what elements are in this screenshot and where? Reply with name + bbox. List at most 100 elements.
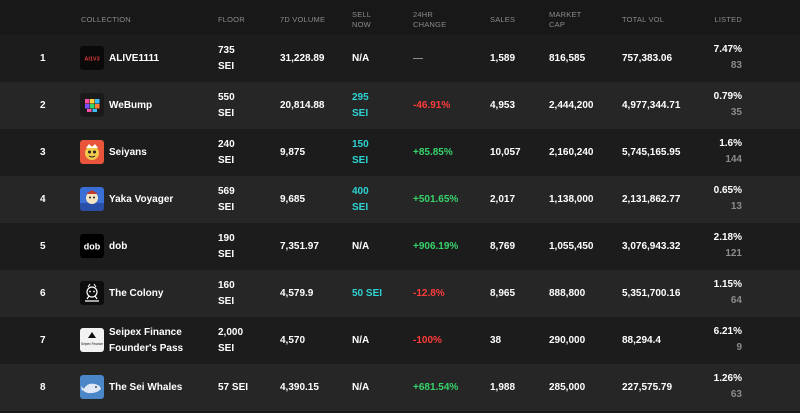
volume-7d: 9,875 xyxy=(280,147,306,158)
header-sales[interactable]: SALES xyxy=(490,15,516,24)
table-row[interactable]: 5 dob dob 190 SEI 7,351.97 N/A +906.19% 8… xyxy=(0,223,800,270)
listed-percent: 0.65% xyxy=(713,185,742,196)
header-mcap-line1: MARKET xyxy=(549,10,582,19)
collection-name[interactable]: ALIVE1111 xyxy=(109,53,160,64)
sell-now: N/A xyxy=(352,382,370,393)
listed-percent: 1.15% xyxy=(713,279,742,290)
header-total-vol[interactable]: TOTAL VOL xyxy=(622,15,665,24)
listed: 0.65% 13 xyxy=(714,183,742,215)
sell-now-value: 400 xyxy=(352,186,369,197)
collection-logo xyxy=(80,93,104,117)
collection-name[interactable]: WeBump xyxy=(109,100,153,111)
floor-unit: SEI xyxy=(218,61,235,72)
rank: 8 xyxy=(40,382,46,393)
rank: 4 xyxy=(40,194,46,205)
table-row[interactable]: 3 Seiyans 240 SEI 9,875 150 SEI +85.85% 10… xyxy=(0,129,800,176)
floor-unit: SEI xyxy=(218,155,235,166)
listed-count: 64 xyxy=(730,295,742,306)
table-header: COLLECTION FLOOR 7D VOLUME SELL NOW 24HR… xyxy=(0,0,800,35)
header-change-line2: CHANGE xyxy=(413,20,447,29)
listed-count: 13 xyxy=(730,201,742,212)
change-24h: +85.85% xyxy=(413,147,453,158)
total-volume: 227,575.79 xyxy=(622,382,673,393)
market-cap: 2,160,240 xyxy=(549,147,594,158)
total-volume: 757,383.06 xyxy=(622,53,673,64)
collection-name[interactable]: Yaka Voyager xyxy=(109,194,174,205)
market-cap: 816,585 xyxy=(549,53,586,64)
floor-unit: SEI xyxy=(218,343,235,354)
change-24h: -12.8% xyxy=(413,288,445,299)
rank: 6 xyxy=(40,288,46,299)
floor-value: 57 SEI xyxy=(218,382,249,393)
table-row[interactable]: 2 WeBump 550 SEI 20,814.88 295 SEI -46.91%… xyxy=(0,82,800,129)
sell-now: N/A xyxy=(352,241,370,252)
collection-logo xyxy=(80,140,104,164)
sales: 4,953 xyxy=(490,100,516,111)
sell-now[interactable]: 50 SEI xyxy=(352,288,383,299)
volume-7d: 4,390.15 xyxy=(280,382,319,393)
header-24hr-change[interactable]: 24HR CHANGE xyxy=(413,10,446,30)
rank: 1 xyxy=(40,53,46,64)
collection-name[interactable]: dob xyxy=(109,241,128,252)
sales: 38 xyxy=(490,335,502,346)
floor-price: 190 SEI xyxy=(218,231,235,263)
logo-text: Seipex Finance xyxy=(81,342,103,346)
table-row[interactable]: 4 Yaka Voyager 569 SEI 9,685 400 SEI +501.… xyxy=(0,176,800,223)
header-floor[interactable]: FLOOR xyxy=(218,15,245,24)
collection-logo xyxy=(80,375,104,399)
market-cap: 1,055,450 xyxy=(549,241,594,252)
table-row[interactable]: 7 Seipex Finance Seipex Finance Founder's… xyxy=(0,317,800,364)
floor-unit: SEI xyxy=(218,108,235,119)
floor-value: 569 xyxy=(218,186,235,197)
volume-7d: 7,351.97 xyxy=(280,241,319,252)
collection-name[interactable]: Seipex Finance Founder's Pass xyxy=(109,325,183,357)
table-row[interactable]: 6 The Colony 160 SEI 4,579.9 50 SEI -12.8… xyxy=(0,270,800,317)
collection-logo: dob xyxy=(80,234,104,258)
market-cap: 285,000 xyxy=(549,382,586,393)
collection-name-line1: Seipex Finance xyxy=(109,327,182,338)
total-volume: 2,131,862.77 xyxy=(622,194,681,205)
listed-count: 121 xyxy=(725,248,742,259)
market-cap: 888,800 xyxy=(549,288,586,299)
listed: 1.26% 63 xyxy=(714,371,742,403)
sell-now-unit: SEI xyxy=(352,202,369,213)
collection-name-line2: Founder's Pass xyxy=(109,343,184,354)
sell-now[interactable]: 400 SEI xyxy=(352,184,369,216)
header-listed[interactable]: LISTED xyxy=(714,15,742,24)
total-volume: 88,294.4 xyxy=(622,335,661,346)
collection-name[interactable]: The Colony xyxy=(109,288,164,299)
listed-count: 9 xyxy=(736,342,742,353)
collection-logo: Seipex Finance xyxy=(80,328,104,352)
header-market-cap[interactable]: MARKET CAP xyxy=(549,10,581,30)
sales: 10,057 xyxy=(490,147,521,158)
header-sell-now[interactable]: SELL NOW xyxy=(352,10,371,30)
sell-now-unit: SEI xyxy=(352,108,369,119)
rank: 3 xyxy=(40,147,46,158)
total-volume: 4,977,344.71 xyxy=(622,100,681,111)
floor-price: 240 SEI xyxy=(218,137,235,169)
volume-7d: 9,685 xyxy=(280,194,306,205)
collection-name[interactable]: Seiyans xyxy=(109,147,147,158)
listed: 2.18% 121 xyxy=(714,230,742,262)
table-row[interactable]: 8 The Sei Whales 57 SEI 4,390.15 N/A +68… xyxy=(0,364,800,411)
sell-now-value: 295 xyxy=(352,92,369,103)
rank: 2 xyxy=(40,100,46,111)
sell-now[interactable]: 295 SEI xyxy=(352,90,369,122)
sales: 2,017 xyxy=(490,194,516,205)
sell-now-value: 150 xyxy=(352,139,369,150)
change-24h: — xyxy=(413,53,423,64)
header-mcap-line2: CAP xyxy=(549,20,566,29)
table-row[interactable]: 1 AI1V3 ALIVE1111 735 SEI 31,228.89 N/A —… xyxy=(0,35,800,82)
sales: 1,988 xyxy=(490,382,516,393)
sell-now[interactable]: 150 SEI xyxy=(352,137,369,169)
floor-price: 550 SEI xyxy=(218,90,235,122)
header-collection[interactable]: COLLECTION xyxy=(81,15,131,24)
floor-price: 57 SEI xyxy=(218,380,248,396)
header-7d-volume[interactable]: 7D VOLUME xyxy=(280,15,326,24)
floor-value: 160 xyxy=(218,280,235,291)
sell-now-unit: SEI xyxy=(352,155,369,166)
sales: 1,589 xyxy=(490,53,516,64)
volume-7d: 4,579.9 xyxy=(280,288,314,299)
collection-name[interactable]: The Sei Whales xyxy=(109,382,183,393)
floor-price: 2,000 SEI xyxy=(218,325,243,357)
